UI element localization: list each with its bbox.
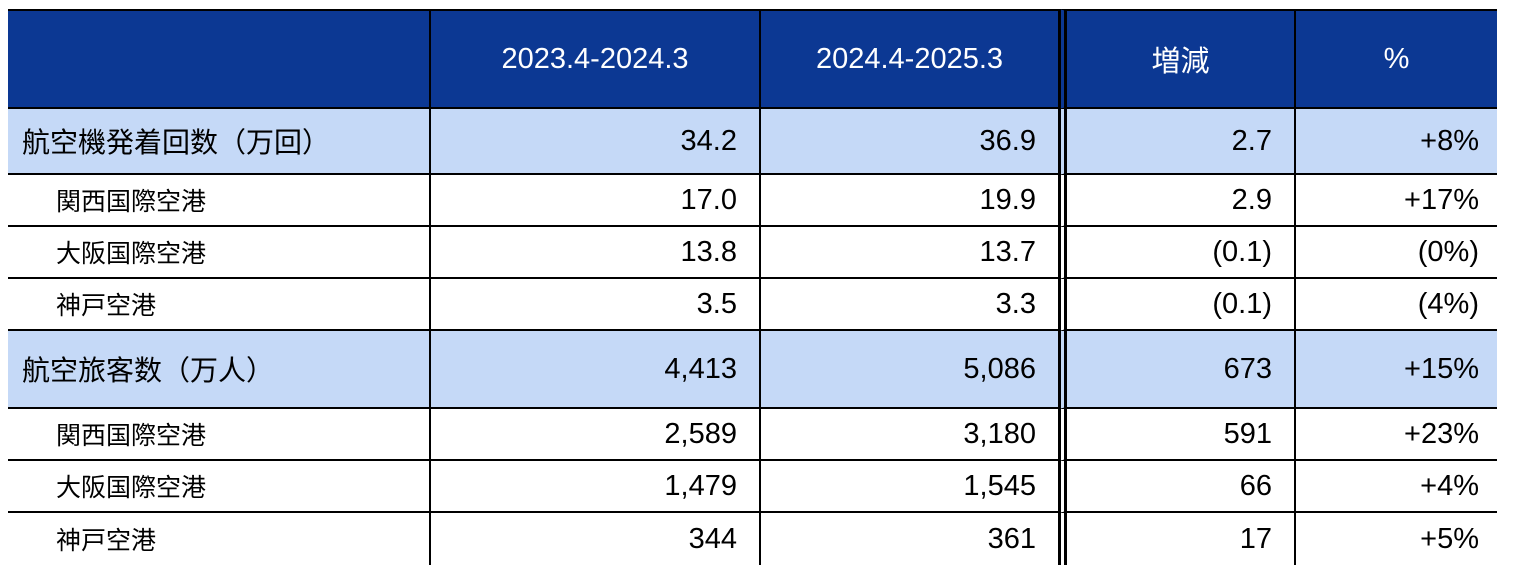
- cell-pct: +8%: [1294, 109, 1497, 175]
- cell-diff: (0.1): [1058, 227, 1294, 279]
- cell-fy2024: 3.3: [759, 279, 1058, 331]
- row-label: 大阪国際空港: [8, 461, 429, 513]
- cell-pct: +5%: [1294, 513, 1497, 565]
- cell-pct: (4%): [1294, 279, 1497, 331]
- row-label: 大阪国際空港: [8, 227, 429, 279]
- airport-traffic-table: 2023.4-2024.3 2024.4-2025.3 増減 % 航空機発着回数…: [8, 9, 1497, 565]
- cell-fy2023: 2,589: [429, 409, 759, 461]
- cell-fy2024: 36.9: [759, 109, 1058, 175]
- table-body: 航空機発着回数（万回） 34.2 36.9 2.7 +8% 関西国際空港 17.…: [8, 109, 1497, 565]
- header-percent: %: [1294, 9, 1497, 109]
- header-period-2023: 2023.4-2024.3: [429, 9, 759, 109]
- cell-diff: (0.1): [1058, 279, 1294, 331]
- cell-fy2024: 361: [759, 513, 1058, 565]
- cell-fy2024: 3,180: [759, 409, 1058, 461]
- cell-pct: (0%): [1294, 227, 1497, 279]
- cell-diff: 591: [1058, 409, 1294, 461]
- cell-fy2023: 13.8: [429, 227, 759, 279]
- row-label: 航空機発着回数（万回）: [8, 109, 429, 175]
- cell-fy2024: 5,086: [759, 331, 1058, 409]
- row-label: 神戸空港: [8, 513, 429, 565]
- cell-fy2024: 19.9: [759, 175, 1058, 227]
- cell-diff: 2.7: [1058, 109, 1294, 175]
- cell-diff: 673: [1058, 331, 1294, 409]
- row-label: 関西国際空港: [8, 409, 429, 461]
- row-label: 関西国際空港: [8, 175, 429, 227]
- airport-traffic-table-wrap: 2023.4-2024.3 2024.4-2025.3 増減 % 航空機発着回数…: [8, 9, 1497, 565]
- cell-pct: +17%: [1294, 175, 1497, 227]
- row-label: 神戸空港: [8, 279, 429, 331]
- cell-diff: 2.9: [1058, 175, 1294, 227]
- cell-diff: 17: [1058, 513, 1294, 565]
- cell-fy2023: 34.2: [429, 109, 759, 175]
- table-row: 神戸空港 344 361 17 +5%: [8, 513, 1497, 565]
- cell-fy2023: 17.0: [429, 175, 759, 227]
- table-row: 航空機発着回数（万回） 34.2 36.9 2.7 +8%: [8, 109, 1497, 175]
- cell-fy2023: 3.5: [429, 279, 759, 331]
- cell-pct: +23%: [1294, 409, 1497, 461]
- cell-fy2024: 13.7: [759, 227, 1058, 279]
- header-change: 増減: [1058, 9, 1294, 109]
- cell-pct: +4%: [1294, 461, 1497, 513]
- table-row: 航空旅客数（万人） 4,413 5,086 673 +15%: [8, 331, 1497, 409]
- table-row: 大阪国際空港 1,479 1,545 66 +4%: [8, 461, 1497, 513]
- cell-pct: +15%: [1294, 331, 1497, 409]
- table-header-row: 2023.4-2024.3 2024.4-2025.3 増減 %: [8, 9, 1497, 109]
- table-row: 神戸空港 3.5 3.3 (0.1) (4%): [8, 279, 1497, 331]
- header-empty-cell: [8, 9, 429, 109]
- cell-fy2024: 1,545: [759, 461, 1058, 513]
- header-period-2024: 2024.4-2025.3: [759, 9, 1058, 109]
- cell-fy2023: 4,413: [429, 331, 759, 409]
- table-row: 関西国際空港 17.0 19.9 2.9 +17%: [8, 175, 1497, 227]
- table-row: 関西国際空港 2,589 3,180 591 +23%: [8, 409, 1497, 461]
- cell-diff: 66: [1058, 461, 1294, 513]
- row-label: 航空旅客数（万人）: [8, 331, 429, 409]
- table-row: 大阪国際空港 13.8 13.7 (0.1) (0%): [8, 227, 1497, 279]
- cell-fy2023: 344: [429, 513, 759, 565]
- cell-fy2023: 1,479: [429, 461, 759, 513]
